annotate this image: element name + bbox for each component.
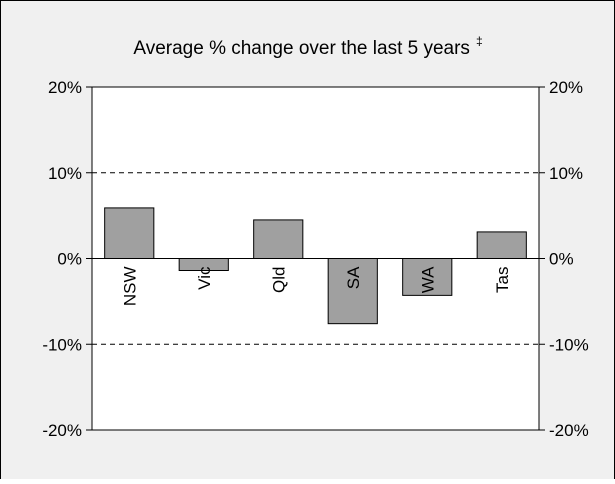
category-labels: NSW Vic Qld SA WA Tas <box>120 266 512 306</box>
chart-title: Average % change over the last 5 years ‡ <box>133 34 482 59</box>
y-tick-label-left-3: -10% <box>42 335 82 354</box>
category-label-sa: SA <box>344 266 363 289</box>
bar-nsw <box>104 207 155 259</box>
category-label-wa: WA <box>418 266 437 293</box>
bar-wa <box>402 258 453 296</box>
y-tick-label-right-0: 20% <box>549 78 583 97</box>
y-tick-label-left-0: 20% <box>48 78 82 97</box>
category-label-tas: Tas <box>493 267 512 293</box>
axes <box>86 86 545 431</box>
y-tick-label-right-3: -10% <box>549 335 589 354</box>
y-tick-labels: 20% 20% 10% 10% 0% 0% -10% -10% -20% -20% <box>42 78 588 440</box>
bar-qld <box>253 219 304 260</box>
y-tick-label-right-1: 10% <box>549 164 583 183</box>
y-tick-label-left-4: -20% <box>42 421 82 440</box>
bar-tas <box>476 231 527 259</box>
bar-sa <box>327 258 378 325</box>
title-marker: ‡ <box>476 34 483 48</box>
y-tick-label-right-2: 0% <box>549 250 574 269</box>
category-label-vic: Vic <box>195 266 214 290</box>
bars <box>104 207 527 325</box>
category-label-qld: Qld <box>269 267 288 293</box>
category-label-nsw: NSW <box>120 267 139 307</box>
y-tick-label-left-2: 0% <box>57 250 82 269</box>
y-tick-label-left-1: 10% <box>48 164 82 183</box>
y-tick-label-right-4: -20% <box>549 421 589 440</box>
